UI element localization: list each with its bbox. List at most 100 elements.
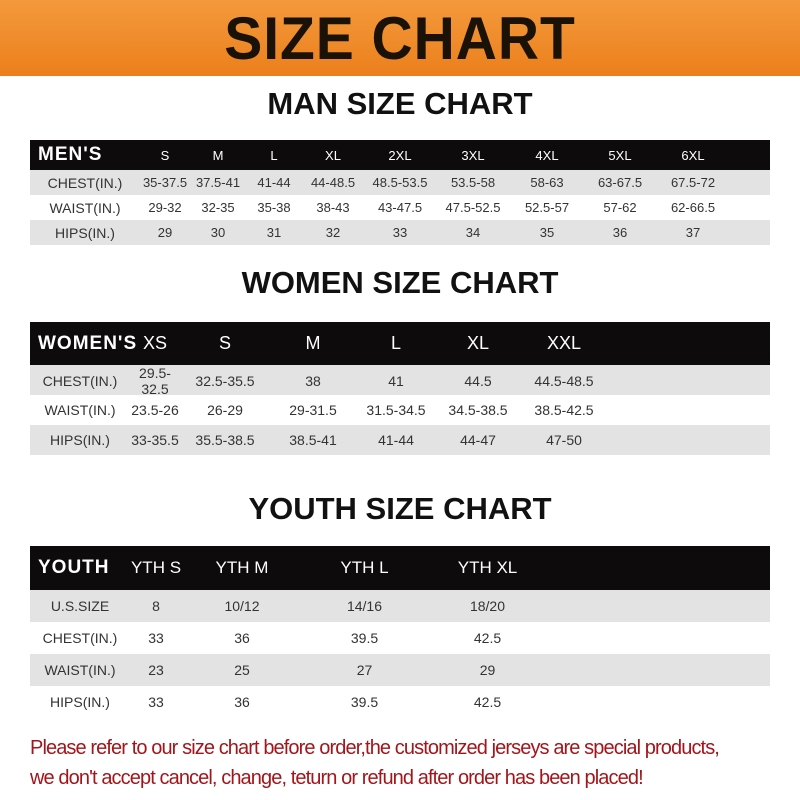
table-cell: 25: [234, 662, 250, 678]
table-cell: M: [212, 147, 224, 163]
table-cell: 62-66.5: [670, 200, 716, 215]
table-cell: 41-44: [257, 175, 291, 190]
table-cell: 44.5: [464, 373, 492, 389]
men-title: MAN SIZE CHART: [267, 86, 533, 121]
row-label: WAIST(IN.): [49, 199, 121, 216]
row-label: YOUTH: [38, 557, 110, 578]
header-row: YOUTH YTH S YTH M YTH L YTH XL: [30, 546, 770, 590]
row-label: MEN'S: [38, 144, 103, 165]
table-cell: 29: [479, 662, 496, 678]
table-cell: YTH L: [340, 558, 389, 577]
table-cell: XL: [325, 147, 341, 163]
table-cell: 18/20: [469, 598, 506, 614]
table-row: U.S.SIZE 8 10/12 14/16 18/20: [30, 590, 770, 622]
table-row: HIPS(IN.) 29 30 31 32 33 34 35 36 37: [30, 220, 770, 245]
women-size-table: WOMEN'S XS S M L XL XXL CHEST(IN.) 29.5-32.5 32.5…: [30, 322, 770, 455]
header-row: MEN'S S M L XL 2XL 3XL 4XL 5XL 6XL: [30, 140, 770, 170]
table-cell: 5XL: [608, 147, 632, 163]
row-label: CHEST(IN.): [47, 174, 123, 191]
table-cell: 44-48.5: [310, 175, 356, 190]
table-cell: 35.5-38.5: [195, 432, 255, 448]
row-label: CHEST(IN.): [42, 373, 118, 389]
table-cell: 27: [356, 662, 373, 678]
table-cell: 39.5: [350, 694, 379, 710]
table-cell: YTH XL: [457, 558, 518, 577]
table-row: WAIST(IN.) 23 25 27 29: [30, 654, 770, 686]
table-cell: 44.5-48.5: [534, 373, 594, 389]
banner: SIZE CHART: [0, 0, 800, 76]
table-cell: 31.5-34.5: [366, 402, 426, 418]
table-cell: 41-44: [378, 432, 414, 448]
table-cell: 37: [685, 225, 701, 240]
table-cell: 53.5-58: [450, 175, 496, 190]
table-cell: 6XL: [681, 147, 705, 163]
table-cell: S: [218, 333, 231, 353]
row-label: WOMEN'S: [38, 332, 138, 354]
table-cell: 38-43: [316, 200, 350, 215]
table-cell: 38.5-41: [289, 432, 337, 448]
youth-size-table: YOUTH YTH S YTH M YTH L YTH XL U.S.SIZE 8 10/12…: [30, 546, 770, 718]
table-cell: 44-47: [460, 432, 496, 448]
disclaimer-line-1: Please refer to our size chart before or…: [30, 737, 720, 759]
table-cell: XXL: [546, 333, 582, 353]
table-row: CHEST(IN.) 35-37.5 37.5-41 41-44 44-48.5 48.5…: [30, 170, 770, 195]
table-cell: 23.5-26: [131, 402, 179, 418]
table-row: CHEST(IN.) 33 36 39.5 42.5: [30, 622, 770, 654]
table-cell: 36: [234, 630, 250, 646]
table-cell: 63-67.5: [597, 175, 643, 190]
table-cell: 8: [152, 598, 160, 614]
women-title: WOMEN SIZE CHART: [241, 265, 559, 300]
table-row: WAIST(IN.) 23.5-26 26-29 29-31.5 31.5-34.5 34…: [30, 395, 770, 425]
table-cell: 29-31.5: [289, 402, 337, 418]
header-row: WOMEN'S XS S M L XL XXL: [30, 322, 770, 365]
table-cell: 33: [148, 694, 164, 710]
table-cell: 33: [148, 630, 164, 646]
table-cell: L: [390, 333, 401, 353]
table-cell: 42.5: [473, 630, 502, 646]
table-cell: 39.5: [350, 630, 379, 646]
table-cell: 41: [388, 373, 404, 389]
youth-title: YOUTH SIZE CHART: [248, 491, 552, 526]
table-cell: 42.5: [473, 694, 502, 710]
table-cell: 35: [539, 225, 555, 240]
table-cell: 34.5-38.5: [448, 402, 508, 418]
table-cell: 38: [305, 373, 321, 389]
table-cell: 32: [325, 225, 341, 240]
table-cell: 2XL: [388, 147, 412, 163]
table-cell: 34: [465, 225, 481, 240]
table-cell: YTH M: [215, 558, 269, 577]
table-cell: 47-50: [546, 432, 582, 448]
table-cell: 33: [392, 225, 408, 240]
table-row: WAIST(IN.) 29-32 32-35 35-38 38-43 43-47.5 47.…: [30, 195, 770, 220]
table-cell: 52.5-57: [524, 200, 570, 215]
table-cell: 36: [234, 694, 250, 710]
table-cell: 36: [612, 225, 628, 240]
table-cell: XL: [466, 333, 490, 353]
row-label: HIPS(IN.): [50, 432, 110, 448]
men-size-table: MEN'S S M L XL 2XL 3XL 4XL 5XL 6XL CHEST(IN.) 35-37…: [30, 140, 770, 245]
table-cell: L: [270, 147, 278, 163]
row-label: U.S.SIZE: [50, 598, 110, 614]
table-cell: 33-35.5: [131, 432, 179, 448]
table-cell: 57-62: [603, 200, 637, 215]
table-cell: XS: [142, 333, 167, 353]
table-cell: 43-47.5: [377, 200, 423, 215]
table-row: CHEST(IN.) 29.5-32.5 32.5-35.5 38 41 44.5 44.5…: [30, 365, 770, 397]
table-row: HIPS(IN.) 33-35.5 35.5-38.5 38.5-41 41-44 44-…: [30, 425, 770, 455]
table-cell: 31: [266, 225, 282, 240]
table-cell: 47.5-52.5: [445, 200, 501, 215]
disclaimer-note: Please refer to our size chart before or…: [30, 733, 790, 793]
table-cell: 48.5-53.5: [372, 175, 428, 190]
table-row: HIPS(IN.) 33 36 39.5 42.5: [30, 686, 770, 718]
table-cell: 37.5-41: [195, 175, 241, 190]
disclaimer-line-2: we don't accept cancel, change, teturn o…: [30, 767, 644, 789]
table-cell: 32.5-35.5: [195, 373, 255, 389]
table-cell: 35-38: [257, 200, 291, 215]
table-cell: 26-29: [207, 402, 243, 418]
table-cell: 14/16: [346, 598, 383, 614]
table-cell: 3XL: [461, 147, 485, 163]
table-cell: 35-37.5: [142, 175, 188, 190]
table-cell: 38.5-42.5: [534, 402, 594, 418]
table-cell: 29.5-32.5: [139, 365, 171, 397]
row-label: WAIST(IN.): [44, 402, 116, 418]
